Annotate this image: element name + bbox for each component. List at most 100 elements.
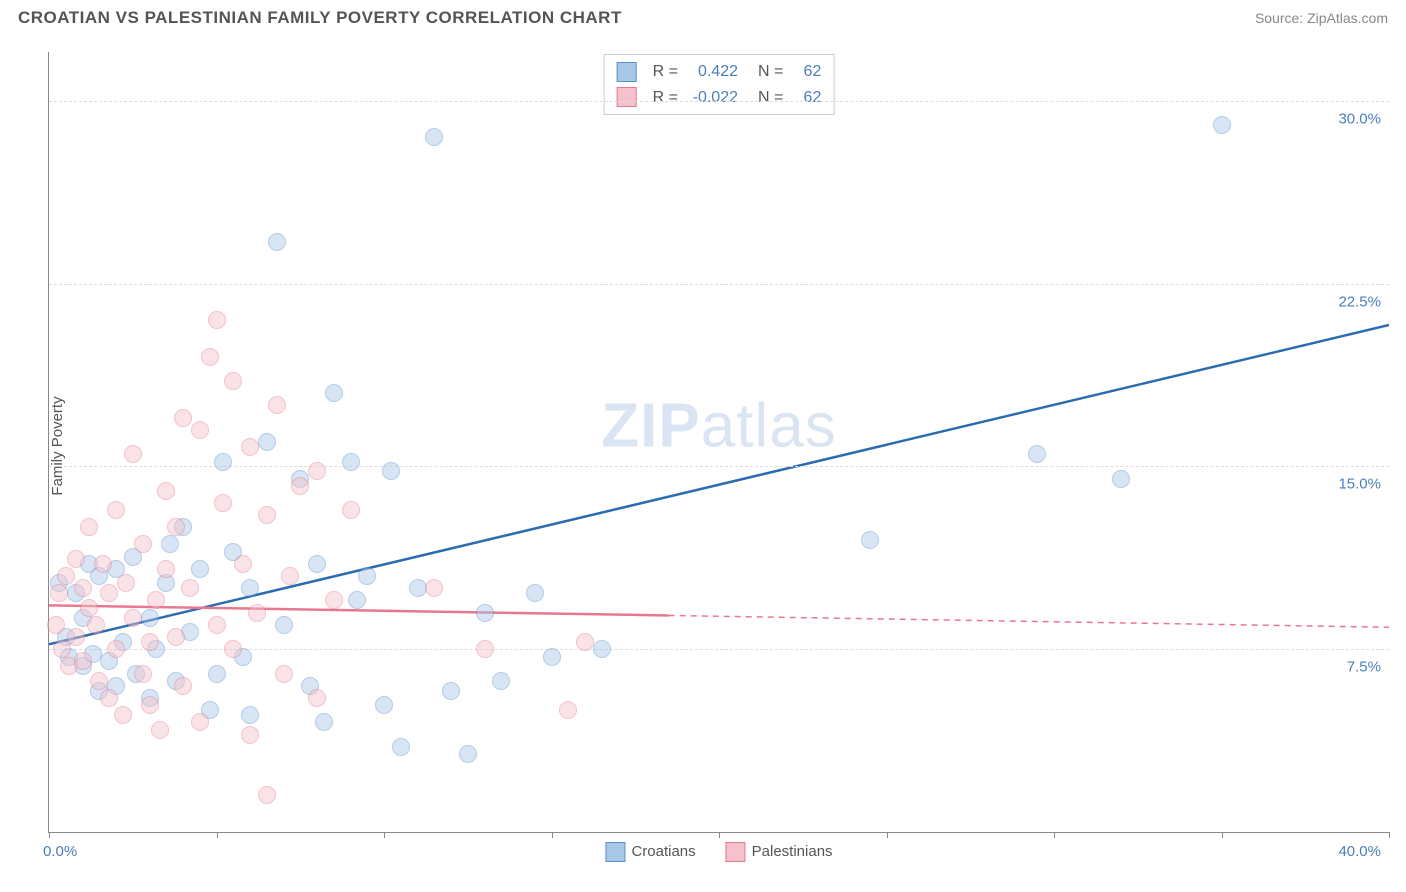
data-point <box>382 462 400 480</box>
x-legend-label: Palestinians <box>752 843 833 860</box>
x-legend-item: Palestinians <box>726 842 833 862</box>
data-point <box>275 665 293 683</box>
data-point <box>208 311 226 329</box>
data-point <box>224 372 242 390</box>
x-tick <box>1054 832 1055 838</box>
data-point <box>141 633 159 651</box>
stats-row: R =-0.022N =62 <box>617 85 822 111</box>
chart-title: CROATIAN VS PALESTINIAN FAMILY POVERTY C… <box>18 8 622 28</box>
data-point <box>315 713 333 731</box>
data-point <box>425 579 443 597</box>
data-point <box>151 721 169 739</box>
data-point <box>114 706 132 724</box>
stats-R-value: -0.022 <box>688 85 738 111</box>
data-point <box>308 462 326 480</box>
data-point <box>425 128 443 146</box>
data-point <box>492 672 510 690</box>
data-point <box>157 560 175 578</box>
data-point <box>124 609 142 627</box>
x-legend-label: Croatians <box>631 843 695 860</box>
data-point <box>74 579 92 597</box>
data-point <box>214 453 232 471</box>
stats-R-label: R = <box>653 85 678 111</box>
correlation-stats-box: R =0.422N =62R =-0.022N =62 <box>604 54 835 115</box>
data-point <box>80 518 98 536</box>
data-point <box>258 433 276 451</box>
gridline <box>49 466 1389 467</box>
data-point <box>476 640 494 658</box>
stats-N-label: N = <box>758 59 783 85</box>
data-point <box>191 560 209 578</box>
data-point <box>107 501 125 519</box>
data-point <box>392 738 410 756</box>
data-point <box>526 584 544 602</box>
x-tick <box>552 832 553 838</box>
data-point <box>50 584 68 602</box>
data-point <box>248 604 266 622</box>
y-tick-label: 15.0% <box>1338 476 1381 493</box>
plot-area: ZIPatlas R =0.422N =62R =-0.022N =62 0.0… <box>48 52 1389 833</box>
y-tick-label: 7.5% <box>1347 659 1381 676</box>
x-tick <box>719 832 720 838</box>
data-point <box>308 555 326 573</box>
data-point <box>141 696 159 714</box>
data-point <box>409 579 427 597</box>
data-point <box>157 482 175 500</box>
data-point <box>241 706 259 724</box>
data-point <box>90 672 108 690</box>
x-tick <box>217 832 218 838</box>
data-point <box>241 726 259 744</box>
data-point <box>47 616 65 634</box>
data-point <box>214 494 232 512</box>
y-tick-label: 30.0% <box>1338 110 1381 127</box>
data-point <box>348 591 366 609</box>
data-point <box>241 438 259 456</box>
watermark: ZIPatlas <box>601 391 836 462</box>
data-point <box>593 640 611 658</box>
data-point <box>358 567 376 585</box>
chart-header: CROATIAN VS PALESTINIAN FAMILY POVERTY C… <box>0 0 1406 32</box>
data-point <box>161 535 179 553</box>
data-point <box>167 628 185 646</box>
data-point <box>1112 470 1130 488</box>
data-point <box>268 396 286 414</box>
data-point <box>224 640 242 658</box>
data-point <box>191 421 209 439</box>
data-point <box>134 665 152 683</box>
data-point <box>342 453 360 471</box>
gridline <box>49 284 1389 285</box>
data-point <box>375 696 393 714</box>
data-point <box>268 233 286 251</box>
data-point <box>308 689 326 707</box>
x-tick <box>384 832 385 838</box>
data-point <box>191 713 209 731</box>
data-point <box>476 604 494 622</box>
stats-N-value: 62 <box>793 85 821 111</box>
data-point <box>174 409 192 427</box>
data-point <box>1028 445 1046 463</box>
data-point <box>342 501 360 519</box>
data-point <box>241 579 259 597</box>
stats-R-label: R = <box>653 59 678 85</box>
x-tick <box>1222 832 1223 838</box>
data-point <box>100 584 118 602</box>
data-point <box>124 445 142 463</box>
data-point <box>181 579 199 597</box>
data-point <box>325 384 343 402</box>
x-axis-min-label: 0.0% <box>43 843 77 860</box>
data-point <box>87 616 105 634</box>
watermark-bold: ZIP <box>601 392 700 461</box>
data-point <box>861 531 879 549</box>
data-point <box>1213 116 1231 134</box>
x-axis-max-label: 40.0% <box>1338 843 1381 860</box>
data-point <box>117 574 135 592</box>
x-legend-item: Croatians <box>605 842 695 862</box>
x-tick <box>887 832 888 838</box>
data-point <box>134 535 152 553</box>
legend-swatch <box>605 842 625 862</box>
stats-N-value: 62 <box>793 59 821 85</box>
x-tick <box>1389 832 1390 838</box>
data-point <box>543 648 561 666</box>
data-point <box>576 633 594 651</box>
data-point <box>325 591 343 609</box>
